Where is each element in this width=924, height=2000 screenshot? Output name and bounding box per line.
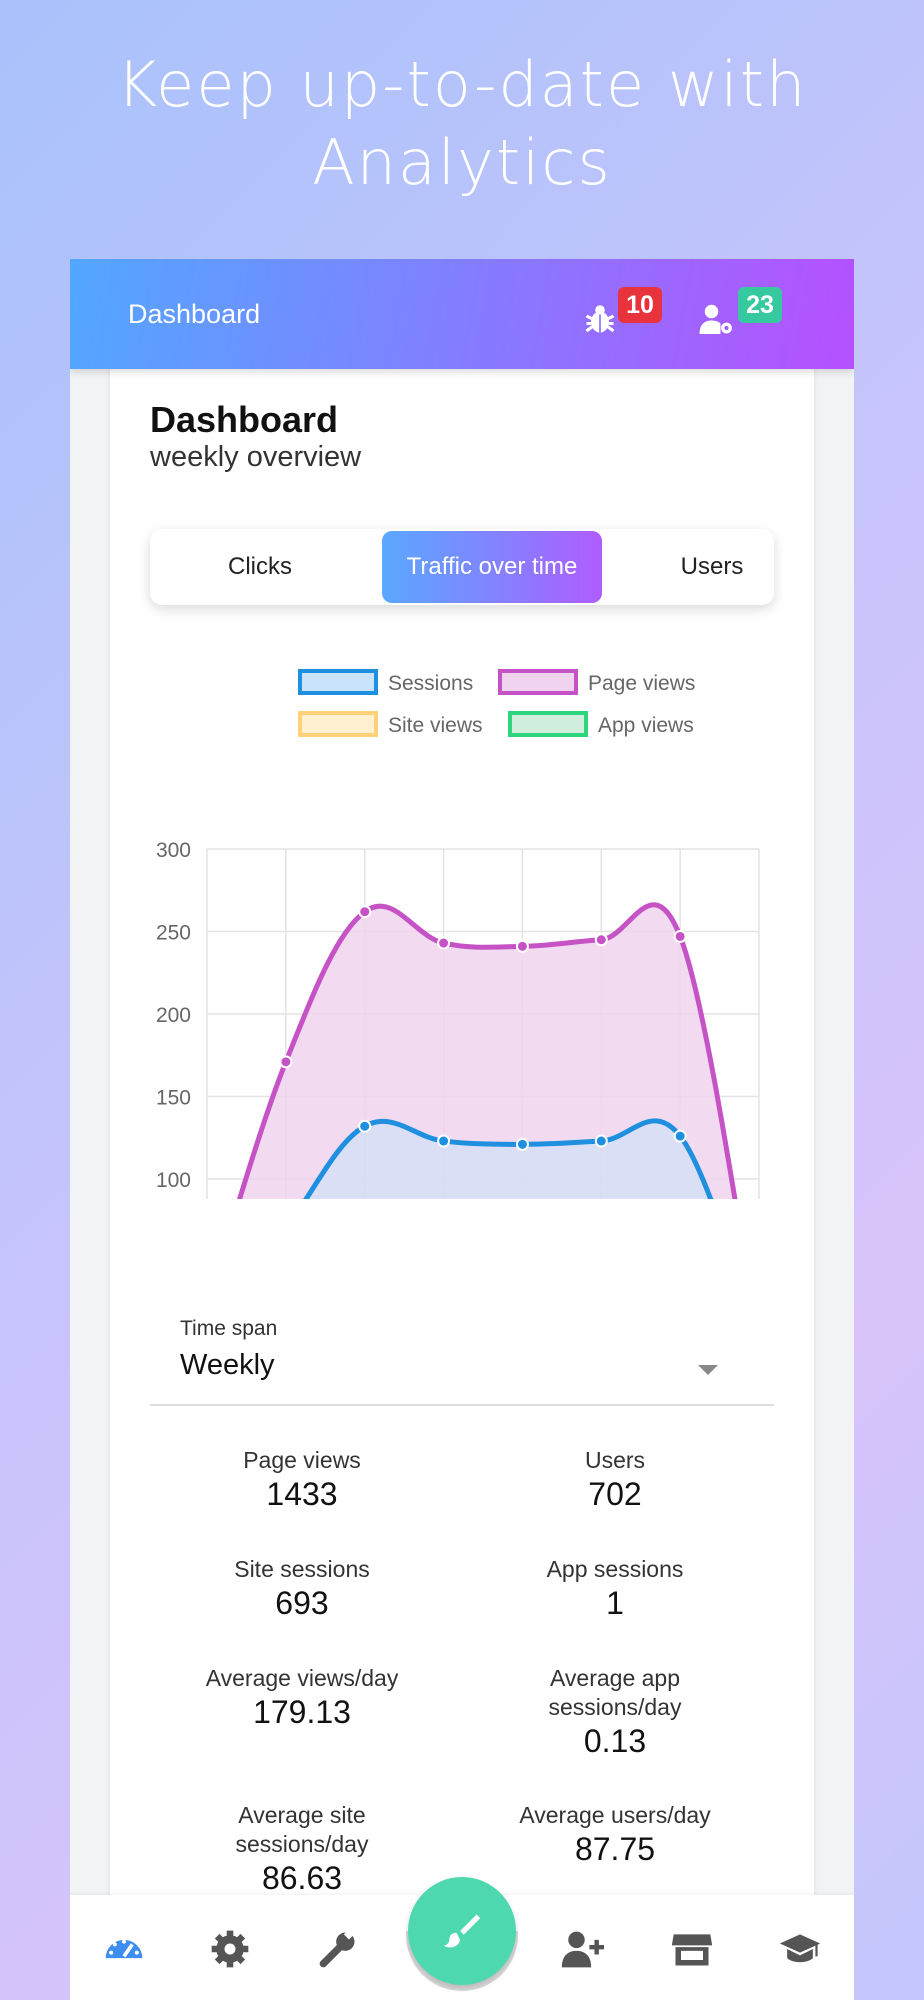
legend-label: Sessions [388, 672, 473, 695]
stat-value: 179.13 [253, 1694, 351, 1730]
bug-icon[interactable] [582, 301, 618, 337]
app-screen: Dashboard 10 23 Dashboard weekly overvie… [70, 259, 854, 2000]
data-point [437, 936, 451, 950]
data-point [358, 1119, 372, 1133]
stat-average-site-sessions-day: Average site sessions/day 86.63 [182, 1801, 422, 1897]
legend-label: App views [598, 714, 694, 737]
tab-users[interactable]: Users [680, 553, 744, 580]
stat-label: Average users/day [519, 1802, 711, 1828]
promo-headline: Keep up-to-date with Analytics [0, 46, 924, 202]
data-point [437, 1134, 451, 1148]
brush-icon [443, 1914, 481, 1948]
legend-label: Page views [588, 672, 695, 695]
bugs-count-badge: 10 [618, 287, 662, 323]
dashboard-card: Dashboard weekly overview Clicks Traffic… [110, 369, 814, 1969]
brush-button[interactable] [408, 1877, 516, 1985]
promo-line-2: Analytics [312, 126, 612, 199]
store-icon[interactable] [670, 1927, 714, 1971]
legend-swatch [508, 711, 588, 737]
y-tick-label: 200 [156, 1004, 191, 1027]
stat-label: Users [584, 1447, 646, 1473]
traffic-chart: 05010015020025030006-2906-3007-0107-0207… [156, 669, 760, 1199]
data-point [594, 933, 608, 947]
timespan-label: Time span [180, 1317, 278, 1340]
graduation-cap-icon[interactable] [778, 1927, 822, 1971]
tab-traffic-over-time[interactable]: Traffic over time [382, 531, 602, 603]
stat-label: Site sessions [234, 1556, 370, 1582]
users-count-badge: 23 [738, 287, 782, 323]
stat-average-views-day: Average views/day 179.13 [152, 1664, 452, 1731]
legend-swatch [298, 711, 378, 737]
series-line-sessions [303, 1118, 714, 1199]
stat-value: 86.63 [261, 1860, 343, 1896]
data-point [594, 1134, 608, 1148]
add-user-icon[interactable] [560, 1927, 604, 1971]
dashboard-icon[interactable] [102, 1927, 146, 1971]
timespan-select[interactable]: Weekly [180, 1349, 275, 1381]
stat-page-views: Page views 1433 [152, 1446, 452, 1513]
data-point [673, 929, 687, 943]
data-point [515, 1137, 529, 1151]
data-point [358, 905, 372, 919]
stat-users: Users 702 [465, 1446, 765, 1513]
app-bar: Dashboard 10 23 [70, 259, 854, 369]
chevron-down-icon[interactable] [698, 1365, 718, 1375]
y-tick-label: 100 [156, 1169, 191, 1192]
data-point [515, 939, 529, 953]
y-tick-label: 150 [156, 1087, 191, 1110]
stat-label: Page views [243, 1447, 361, 1473]
wrench-icon[interactable] [316, 1927, 360, 1971]
y-tick-label: 300 [156, 839, 191, 862]
settings-icon[interactable] [208, 1927, 252, 1971]
card-subtitle: weekly overview [150, 441, 362, 473]
data-point [673, 1129, 687, 1143]
legend-swatch [298, 669, 378, 695]
stat-value: 0.13 [583, 1723, 647, 1759]
tab-clicks[interactable]: Clicks [228, 553, 292, 580]
stat-label: Average views/day [205, 1665, 399, 1691]
data-point [279, 1055, 293, 1069]
stat-average-users-day: Average users/day 87.75 [465, 1801, 765, 1868]
user-settings-icon[interactable] [698, 301, 734, 337]
stat-value: 1 [606, 1585, 624, 1621]
stat-average-app-sessions-day: Average app sessions/day 0.13 [495, 1664, 735, 1760]
stat-value: 1433 [266, 1476, 338, 1512]
stat-value: 87.75 [574, 1831, 656, 1867]
stat-label: Average app sessions/day [548, 1665, 682, 1720]
stat-value: 702 [588, 1476, 642, 1512]
stat-value: 693 [275, 1585, 329, 1621]
app-bar-title: Dashboard [128, 299, 261, 329]
y-tick-label: 250 [156, 922, 191, 945]
timespan-underline [150, 1404, 774, 1406]
stat-label: App sessions [546, 1556, 684, 1582]
legend-swatch [498, 669, 578, 695]
card-title: Dashboard [150, 399, 339, 440]
legend-label: Site views [388, 714, 483, 737]
stat-site-sessions: Site sessions 693 [152, 1555, 452, 1622]
stat-app-sessions: App sessions 1 [465, 1555, 765, 1622]
stat-label: Average site sessions/day [235, 1802, 369, 1857]
promo-line-1: Keep up-to-date with [116, 48, 808, 121]
tab-bar: Clicks Traffic over time Users [150, 529, 774, 605]
